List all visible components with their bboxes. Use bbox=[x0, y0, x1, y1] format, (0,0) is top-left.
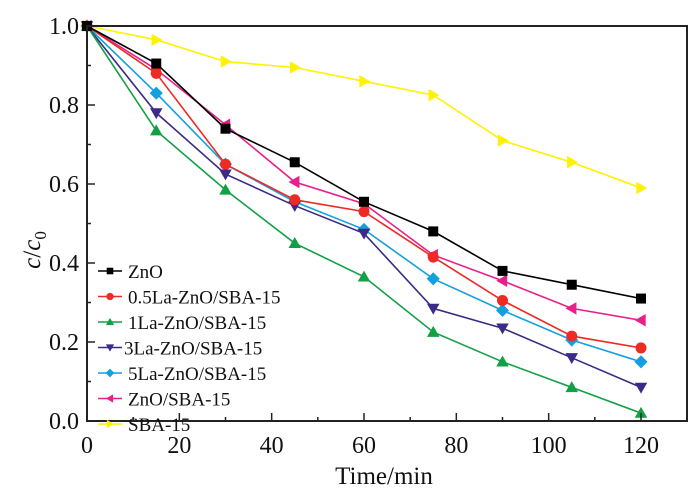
y-axis-title-c: c bbox=[19, 258, 46, 269]
legend-label: ZnO/SBA-15 bbox=[128, 390, 230, 411]
legend-marker bbox=[105, 394, 114, 403]
data-point bbox=[150, 108, 163, 120]
data-point bbox=[150, 67, 162, 79]
data-point bbox=[496, 323, 509, 335]
svg-text:c/c0: c/c0 bbox=[19, 231, 50, 269]
y-tick-label: 0.8 bbox=[49, 93, 79, 119]
y-axis-title-c0: c bbox=[19, 240, 46, 251]
data-point bbox=[565, 381, 578, 393]
data-point bbox=[357, 228, 371, 240]
x-tick-label: 100 bbox=[531, 433, 567, 459]
data-point bbox=[567, 156, 578, 169]
series-0-5la-zno-sba-15 bbox=[81, 20, 647, 354]
data-point bbox=[634, 314, 646, 327]
data-point bbox=[359, 75, 371, 88]
legend-label: SBA-15 bbox=[128, 415, 190, 436]
legend-marker bbox=[106, 267, 114, 275]
x-tick-label: 60 bbox=[352, 433, 376, 459]
y-axis-title: c/c0 bbox=[19, 231, 50, 269]
legend-label: ZnO bbox=[128, 262, 163, 283]
data-point bbox=[497, 134, 509, 147]
data-point bbox=[151, 58, 162, 69]
data-point bbox=[427, 303, 440, 315]
data-point bbox=[220, 55, 232, 68]
data-point bbox=[149, 86, 163, 100]
data-point bbox=[427, 325, 440, 337]
data-point bbox=[357, 270, 371, 282]
data-point bbox=[496, 355, 509, 367]
y-tick-label: 0.2 bbox=[49, 330, 79, 356]
data-point bbox=[288, 237, 301, 248]
y-tick-label: 0.0 bbox=[49, 409, 79, 435]
data-point bbox=[495, 303, 510, 317]
data-point bbox=[634, 406, 648, 418]
series-line bbox=[86, 25, 642, 300]
x-axis-title: Time/min bbox=[335, 463, 433, 490]
data-point bbox=[566, 330, 578, 342]
data-point bbox=[634, 382, 648, 394]
y-tick-label: 0.6 bbox=[49, 172, 79, 198]
data-point bbox=[359, 196, 369, 207]
data-point bbox=[636, 181, 648, 195]
series-sba-15 bbox=[82, 19, 648, 195]
data-point bbox=[220, 158, 231, 170]
data-point bbox=[289, 157, 300, 168]
legend-item: 5La-ZnO/SBA-15 bbox=[98, 364, 266, 385]
axis-ticks: 0 20 40 60 80 100 120 0.0 0.2 0.4 0.6 0.8 1.0 bbox=[49, 14, 659, 459]
x-tick-label: 20 bbox=[167, 433, 191, 459]
legend-marker bbox=[105, 317, 115, 326]
legend-item: ZnO bbox=[98, 262, 163, 283]
legend-label: 0.5La-ZnO/SBA-15 bbox=[128, 288, 281, 309]
y-axis-title-slash: / bbox=[19, 251, 46, 258]
legend-item: 1La-ZnO/SBA-15 bbox=[98, 313, 266, 334]
data-point bbox=[428, 88, 440, 102]
legend-label: 5La-ZnO/SBA-15 bbox=[128, 364, 266, 385]
legend-item: 3La-ZnO/SBA-15 bbox=[98, 339, 262, 360]
data-point bbox=[426, 272, 440, 286]
legend-item: ZnO/SBA-15 bbox=[98, 390, 230, 411]
data-point bbox=[427, 251, 439, 263]
y-axis-title-subscript: 0 bbox=[31, 231, 50, 240]
data-point bbox=[290, 61, 301, 74]
legend-marker bbox=[106, 292, 114, 301]
x-tick-label: 120 bbox=[623, 433, 659, 459]
data-point bbox=[358, 206, 370, 218]
data-point bbox=[636, 293, 646, 304]
data-point bbox=[150, 124, 163, 136]
data-point bbox=[497, 295, 508, 307]
data-point bbox=[635, 342, 647, 354]
data-point bbox=[497, 265, 508, 276]
legend-label: 3La-ZnO/SBA-15 bbox=[124, 339, 262, 360]
legend: ZnO 0.5La-ZnO/SBA-15 1La-ZnO/SBA-15 3La-ZnO… bbox=[98, 262, 281, 436]
legend-marker bbox=[105, 368, 115, 378]
data-point bbox=[219, 183, 232, 195]
x-tick-label: 80 bbox=[444, 433, 468, 459]
data-point bbox=[566, 279, 577, 290]
data-point bbox=[496, 274, 508, 288]
legend-marker bbox=[105, 344, 115, 352]
legend-label: 1La-ZnO/SBA-15 bbox=[128, 313, 266, 334]
y-tick-label: 1.0 bbox=[49, 14, 79, 40]
series-zno bbox=[82, 21, 646, 304]
data-point bbox=[151, 33, 163, 47]
data-point bbox=[565, 353, 578, 365]
data-point bbox=[634, 355, 648, 369]
data-point bbox=[288, 175, 300, 189]
legend-item: SBA-15 bbox=[98, 415, 190, 436]
x-tick-label: 40 bbox=[260, 433, 284, 459]
legend-item: 0.5La-ZnO/SBA-15 bbox=[98, 288, 281, 309]
legend-marker bbox=[106, 419, 115, 429]
data-point bbox=[219, 169, 232, 181]
x-tick-label: 0 bbox=[81, 433, 93, 459]
data-point bbox=[428, 226, 439, 237]
data-point bbox=[220, 123, 231, 134]
series-layer bbox=[80, 19, 648, 418]
data-point bbox=[289, 194, 301, 206]
y-tick-label: 0.4 bbox=[49, 251, 79, 277]
data-point bbox=[565, 302, 577, 315]
